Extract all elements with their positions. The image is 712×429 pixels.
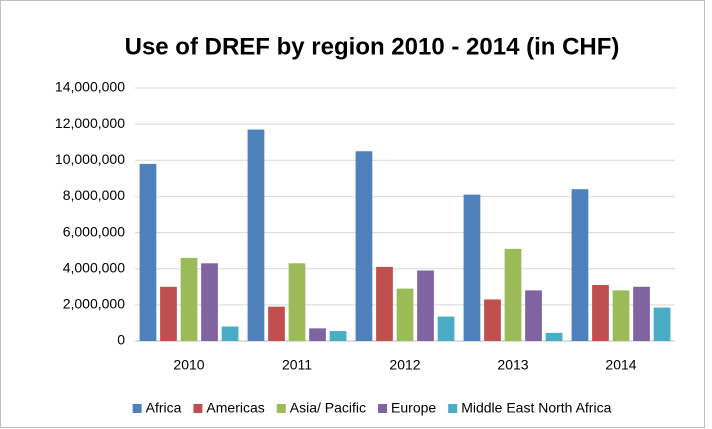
- bar: [504, 248, 522, 341]
- legend-marker: [193, 404, 203, 413]
- y-tick-label: 0: [117, 332, 125, 348]
- legend-label: Europe: [391, 400, 436, 416]
- y-tick-label: 12,000,000: [55, 115, 125, 131]
- bar: [376, 266, 393, 341]
- bar: [247, 129, 265, 341]
- bar: [484, 299, 501, 341]
- y-tick-label: 6,000,000: [63, 223, 125, 239]
- bar: [437, 316, 455, 341]
- x-tick-label: 2014: [605, 357, 636, 373]
- legend-label: Americas: [206, 400, 264, 416]
- bar: [417, 270, 434, 341]
- bar: [571, 189, 589, 341]
- bar: [288, 263, 306, 341]
- bar: [355, 151, 373, 341]
- y-tick-label: 14,000,000: [55, 79, 125, 95]
- bar: [180, 257, 198, 341]
- legend-label: Asia/ Pacific: [290, 400, 366, 416]
- bar: [201, 263, 218, 341]
- chart-title: Use of DREF by region 2010 - 2014 (in CH…: [125, 33, 620, 60]
- x-tick-label: 2010: [173, 357, 204, 373]
- bar: [139, 163, 157, 341]
- legend-marker: [132, 404, 142, 413]
- bar: [268, 306, 285, 341]
- bar: [160, 286, 177, 341]
- bar: [329, 331, 347, 341]
- legend-marker: [276, 404, 286, 413]
- y-tick-label: 2,000,000: [63, 296, 125, 312]
- bar: [592, 284, 609, 341]
- y-tick-label: 8,000,000: [63, 187, 125, 203]
- bar: [612, 290, 630, 341]
- x-tick-label: 2012: [389, 357, 420, 373]
- legend-marker: [378, 404, 388, 413]
- bar: [525, 290, 542, 341]
- bar: [545, 332, 563, 341]
- legend-label: Africa: [146, 400, 182, 416]
- bar: [309, 328, 326, 341]
- y-tick-label: 4,000,000: [63, 259, 125, 275]
- bar: [463, 194, 481, 341]
- bar: [633, 286, 650, 341]
- bar: [653, 307, 671, 341]
- bar: [221, 326, 239, 341]
- x-tick-label: 2013: [497, 357, 528, 373]
- bar: [396, 288, 414, 341]
- y-tick-label: 10,000,000: [55, 151, 125, 167]
- x-tick-label: 2011: [282, 357, 312, 373]
- legend-marker: [448, 404, 458, 413]
- legend-label: Middle East North Africa: [461, 400, 611, 416]
